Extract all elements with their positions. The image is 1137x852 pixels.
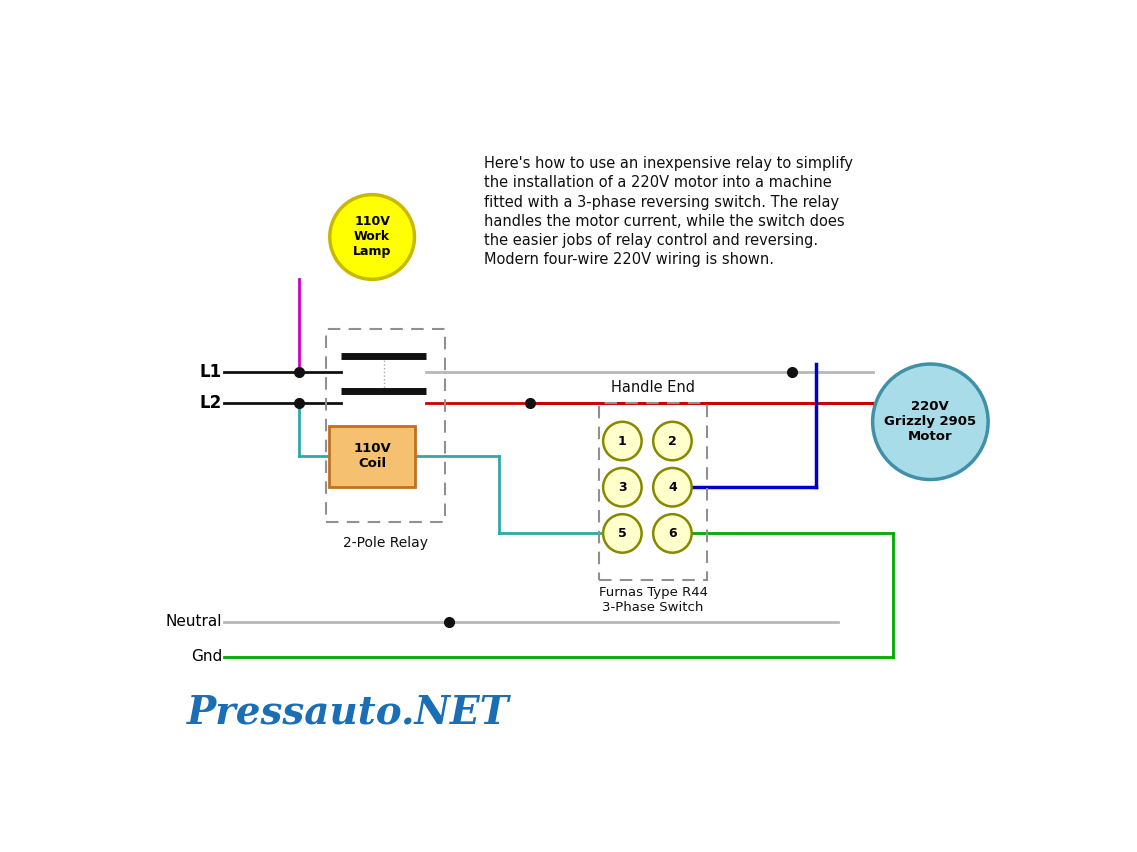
Circle shape — [653, 515, 691, 553]
Circle shape — [603, 422, 641, 460]
Circle shape — [653, 468, 691, 506]
Circle shape — [330, 194, 415, 279]
Text: 6: 6 — [669, 527, 677, 540]
Text: 110V
Coil: 110V Coil — [354, 442, 391, 470]
Text: L2: L2 — [200, 394, 222, 412]
Text: 2-Pole Relay: 2-Pole Relay — [343, 536, 429, 550]
Circle shape — [872, 364, 988, 480]
Circle shape — [653, 422, 691, 460]
Text: Gnd: Gnd — [191, 649, 222, 665]
Text: 5: 5 — [619, 527, 626, 540]
Circle shape — [603, 515, 641, 553]
Text: Pressauto.NET: Pressauto.NET — [188, 694, 509, 731]
Text: 1: 1 — [619, 435, 626, 447]
Text: 2: 2 — [669, 435, 677, 447]
FancyBboxPatch shape — [329, 426, 415, 487]
Text: 110V
Work
Lamp: 110V Work Lamp — [352, 216, 391, 258]
Text: L1: L1 — [200, 363, 222, 381]
Text: 3: 3 — [619, 481, 626, 494]
Text: 4: 4 — [669, 481, 677, 494]
Text: Here's how to use an inexpensive relay to simplify
the installation of a 220V mo: Here's how to use an inexpensive relay t… — [483, 156, 853, 268]
Text: Furnas Type R44
3-Phase Switch: Furnas Type R44 3-Phase Switch — [599, 586, 707, 613]
Text: Handle End: Handle End — [612, 380, 695, 394]
Circle shape — [603, 468, 641, 506]
Text: 220V
Grizzly 2905
Motor: 220V Grizzly 2905 Motor — [885, 400, 977, 443]
Text: Neutral: Neutral — [166, 614, 222, 630]
